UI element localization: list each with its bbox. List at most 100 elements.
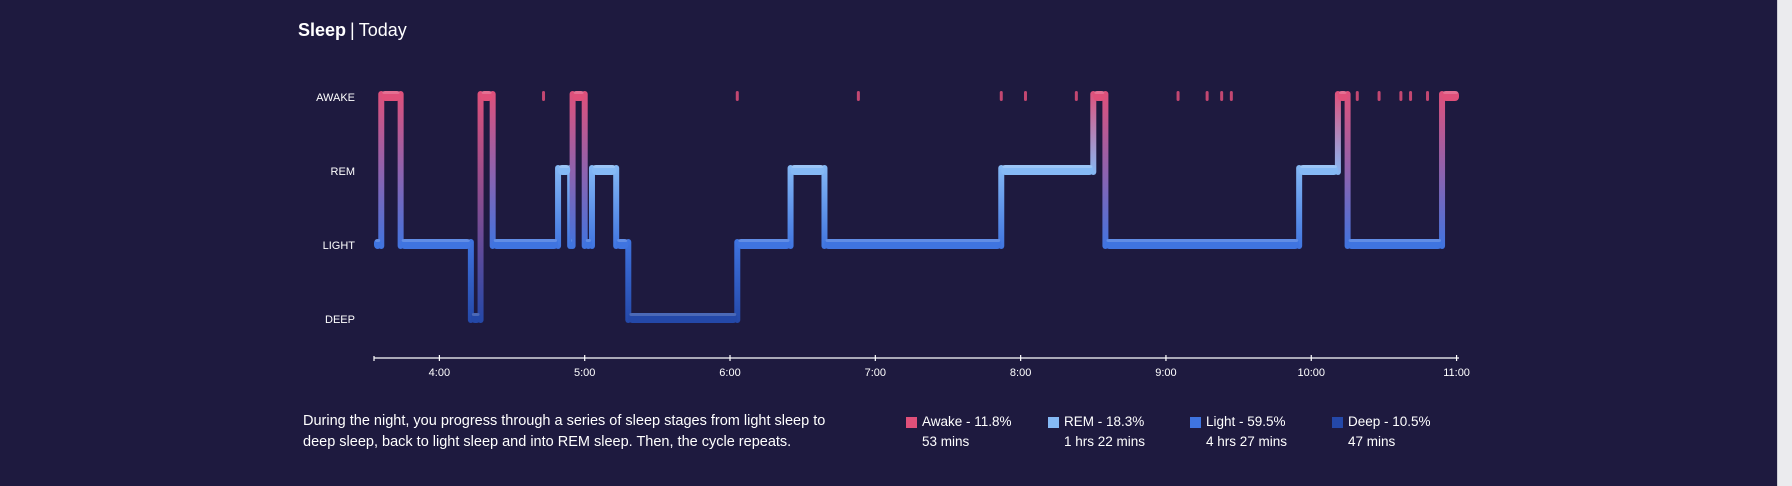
segment-rem <box>558 165 571 175</box>
segment-band <box>1337 91 1348 101</box>
segment-light <box>737 239 791 249</box>
segment-band <box>572 91 585 101</box>
segment-highlight <box>1338 91 1347 94</box>
title-separator: | <box>350 20 355 40</box>
segment-awake <box>572 91 585 101</box>
segment-band <box>470 313 481 323</box>
stage-transition <box>1296 165 1303 249</box>
segment-highlight <box>1300 165 1337 168</box>
stage-transition <box>588 165 595 249</box>
stage-transition <box>1090 91 1097 175</box>
legend-item-deep: Deep - 10.5% 47 mins <box>1332 412 1474 452</box>
segment-highlight <box>401 239 470 242</box>
legend-label-deep: Deep - 10.5% <box>1348 414 1431 429</box>
segment-highlight <box>573 91 584 94</box>
segment-rem <box>1001 165 1094 175</box>
stage-transition <box>625 239 632 323</box>
awake-tick <box>542 91 546 101</box>
x-tick-label: 8:00 <box>1010 367 1031 379</box>
stage-transition <box>787 165 794 249</box>
awake-tick <box>1426 91 1430 101</box>
segment-light <box>584 239 592 249</box>
segment-band <box>558 165 571 175</box>
stage-transition <box>1344 91 1351 249</box>
segment-band <box>584 239 592 249</box>
segment-light <box>400 239 471 249</box>
segment-light <box>492 239 559 249</box>
stage-transition <box>581 91 588 249</box>
legend-duration-awake: 53 mins <box>922 434 970 449</box>
segment-band <box>628 313 738 323</box>
segment-band <box>616 239 629 249</box>
stage-transition <box>477 91 484 323</box>
awake-tick <box>856 91 860 101</box>
segment-rem <box>591 165 617 175</box>
legend-item-awake: Awake - 11.8% 53 mins <box>906 412 1048 452</box>
segment-band <box>1105 239 1300 249</box>
segment-highlight <box>1348 239 1442 242</box>
stage-transition <box>734 239 741 323</box>
y-label-deep: DEEP <box>325 314 355 326</box>
awake-tick <box>1205 91 1209 101</box>
awake-tick <box>1377 91 1381 101</box>
segment-light <box>570 239 573 249</box>
x-tick-label: 7:00 <box>865 367 886 379</box>
segment-band <box>381 91 401 101</box>
sleep-stages-chart: AWAKE REM LIGHT DEEP 4:00 5:00 6:00 7:00 8:00 9:0… <box>316 91 1470 379</box>
x-tick-label: 5:00 <box>574 367 595 379</box>
segment-highlight <box>1094 91 1105 94</box>
segment-highlight <box>1106 239 1299 242</box>
stage-transition <box>1102 91 1109 249</box>
segment-band <box>1093 91 1106 101</box>
stage-transition <box>569 91 576 249</box>
segment-band <box>570 239 573 249</box>
segment-band <box>374 239 382 249</box>
legend-label-rem: REM - 18.3% <box>1064 414 1145 429</box>
stage-transition <box>467 239 474 323</box>
segment-band <box>1442 91 1459 101</box>
segment-light <box>374 239 382 249</box>
awake-tick <box>999 91 1003 101</box>
awake-tick <box>1220 91 1224 101</box>
segment-band <box>1299 165 1338 175</box>
segment-deep <box>470 313 481 323</box>
segment-band <box>1001 165 1094 175</box>
segment-highlight <box>382 91 400 94</box>
awake-tick <box>1409 91 1413 101</box>
stage-transition <box>1334 91 1341 175</box>
awake-tick <box>1355 91 1359 101</box>
segment-band <box>1347 239 1443 249</box>
legend-duration-deep: 47 mins <box>1348 434 1396 449</box>
awake-tick <box>1399 91 1403 101</box>
segment-highlight <box>1002 165 1093 168</box>
segment-rem <box>790 165 825 175</box>
segment-awake <box>1337 91 1348 101</box>
legend-item-light: Light - 59.5% 4 hrs 27 mins <box>1190 412 1332 452</box>
awake-tick <box>1074 91 1078 101</box>
segment-highlight <box>738 239 790 242</box>
legend-swatch-awake <box>906 416 917 428</box>
segment-highlight <box>592 165 616 168</box>
awake-tick <box>735 91 739 101</box>
legend-label-light: Light - 59.5% <box>1206 414 1286 429</box>
window-scrollbar[interactable] <box>1777 0 1792 486</box>
segment-highlight <box>825 239 1001 242</box>
y-label-awake: AWAKE <box>316 92 355 104</box>
segment-awake <box>1093 91 1106 101</box>
segment-band <box>492 239 559 249</box>
segment-band <box>591 165 617 175</box>
awake-tick <box>1023 91 1027 101</box>
x-tick-label: 4:00 <box>429 367 450 379</box>
segment-highlight <box>493 239 558 242</box>
stage-transition <box>613 165 620 249</box>
segment-band <box>824 239 1002 249</box>
title-main: Sleep <box>298 20 347 40</box>
stage-transition <box>397 91 404 249</box>
stage-transition <box>555 165 562 249</box>
segment-awake <box>381 91 401 101</box>
y-label-light: LIGHT <box>323 240 356 252</box>
segment-light <box>616 239 629 249</box>
stage-transition <box>378 91 385 249</box>
segment-rem <box>1299 165 1338 175</box>
